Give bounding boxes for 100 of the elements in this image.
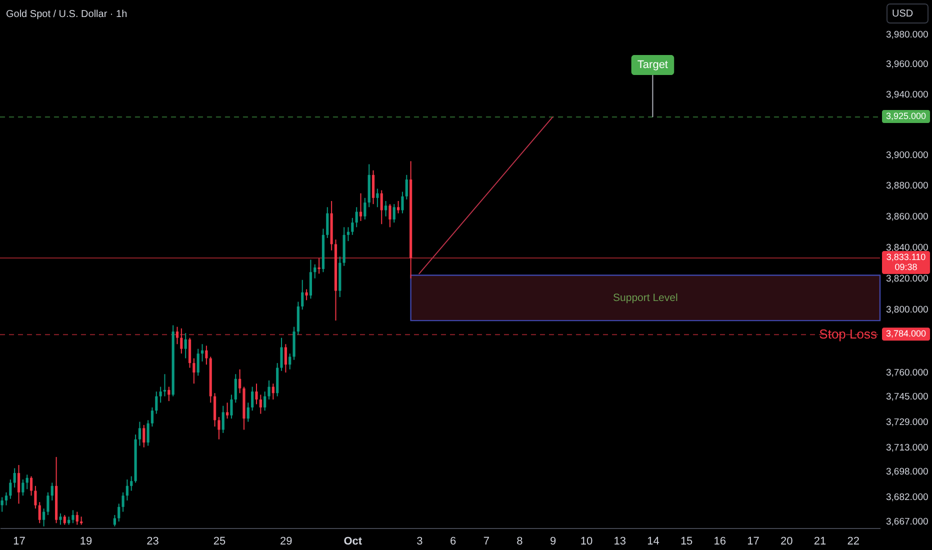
candlestick (218, 416, 220, 440)
x-tick-label: 22 (847, 536, 860, 548)
candlestick (301, 279, 304, 310)
x-tick-label: 17 (747, 536, 760, 548)
candlestick (359, 192, 362, 222)
x-tick-label: 8 (516, 536, 523, 548)
candlestick (122, 492, 124, 512)
x-tick-label: 21 (814, 536, 826, 548)
band-label: Support Level (613, 292, 678, 304)
y-tick-label: 3,729.000 (886, 416, 928, 428)
y-tick-label: 3,698.000 (886, 466, 928, 478)
candlestick (142, 424, 146, 448)
y-tick-label: 3,880.000 (886, 180, 928, 192)
x-tick-label: 13 (614, 536, 626, 548)
y-tick-label: 3,840.000 (886, 242, 928, 254)
candlestick (392, 204, 396, 224)
candlestick (284, 344, 287, 374)
candlestick (150, 406, 154, 428)
y-tick-label: 3,713.000 (886, 442, 928, 454)
candlestick (305, 288, 308, 301)
y-tick-label: 3,745.000 (886, 391, 928, 402)
x-tick-label: 10 (580, 536, 593, 548)
candlestick (255, 383, 258, 405)
candlestick (351, 217, 354, 236)
y-tick-label: 3,940.000 (886, 89, 928, 100)
x-tick-label: 15 (680, 536, 693, 548)
x-tick-label: 20 (780, 536, 793, 548)
candlestick (34, 485, 37, 510)
y-tick-label: 3,960.000 (886, 59, 928, 70)
candlestick (59, 512, 62, 526)
candlestick (180, 328, 183, 354)
candlestick (264, 391, 266, 412)
candlestick (246, 402, 250, 422)
candlestick (13, 468, 16, 488)
candlestick (372, 170, 375, 205)
candlestick (230, 394, 233, 420)
candlestick (138, 421, 142, 446)
y-tick-label: 3,760.000 (886, 368, 928, 379)
candlestick (126, 478, 129, 501)
candlestick (388, 204, 392, 228)
x-tick-label: 16 (714, 536, 726, 548)
annotation: Target (637, 59, 668, 72)
candlestick (238, 368, 242, 394)
candlestick (346, 226, 350, 242)
candlestick (168, 386, 170, 402)
candlestick (205, 345, 208, 366)
ref-line-label: 3,833.110 09:38 (886, 252, 926, 272)
candlestick (38, 502, 41, 524)
x-tick-label: 3 (416, 536, 423, 548)
x-tick-label: 25 (213, 536, 226, 548)
candlestick (226, 402, 229, 420)
candlestick (196, 348, 200, 376)
candlestick (63, 514, 66, 526)
y-tick-label: 3,860.000 (886, 211, 928, 222)
y-tick-label: 3,900.000 (886, 150, 928, 162)
candlestick (118, 503, 120, 522)
candlestick (288, 353, 292, 370)
candlestick (176, 326, 179, 345)
candlestick (213, 392, 216, 428)
text: Gold Spot / U.S. Dollar · 1h (6, 9, 128, 20)
candlestick (396, 200, 400, 214)
candlestick (42, 508, 46, 527)
x-tick-label: 7 (483, 536, 490, 548)
candlestick (192, 358, 196, 384)
candlestick (380, 190, 383, 225)
candlestick (76, 511, 78, 526)
candlestick (184, 332, 187, 359)
candlestick (200, 344, 204, 362)
candlestick (22, 478, 24, 496)
candlestick (309, 259, 312, 300)
candlestick (234, 374, 237, 404)
candlestick (405, 174, 408, 200)
candlestick (222, 405, 224, 434)
candlestick (26, 474, 28, 490)
x-tick-label: 17 (13, 536, 26, 548)
ref-line-label: 3,925.000 (886, 111, 926, 122)
candlestick (355, 206, 358, 228)
candlestick (146, 420, 150, 446)
x-tick-label: 19 (80, 536, 92, 548)
candlestick (0, 496, 4, 512)
x-tick-label: 29 (280, 536, 292, 548)
x-tick-label: 14 (647, 536, 660, 548)
x-tick-label: 9 (550, 536, 556, 548)
candlestick (268, 380, 270, 400)
x-tick-label: 23 (146, 536, 159, 548)
candlestick (30, 476, 33, 496)
candlestick (314, 264, 316, 279)
candlestick (46, 492, 50, 516)
candlestick (326, 206, 329, 239)
x-tick-label: Oct (344, 536, 362, 548)
candlestick (155, 391, 158, 414)
candlestick (130, 476, 133, 492)
candlestick (188, 337, 192, 368)
y-tick-label: 3,980.000 (886, 29, 928, 40)
candlestick (280, 337, 283, 372)
y-tick-label: 3,667.000 (886, 516, 928, 528)
candlestick (4, 492, 8, 506)
candlestick (113, 514, 116, 527)
candlestick (50, 482, 54, 501)
candlestick (376, 188, 379, 208)
